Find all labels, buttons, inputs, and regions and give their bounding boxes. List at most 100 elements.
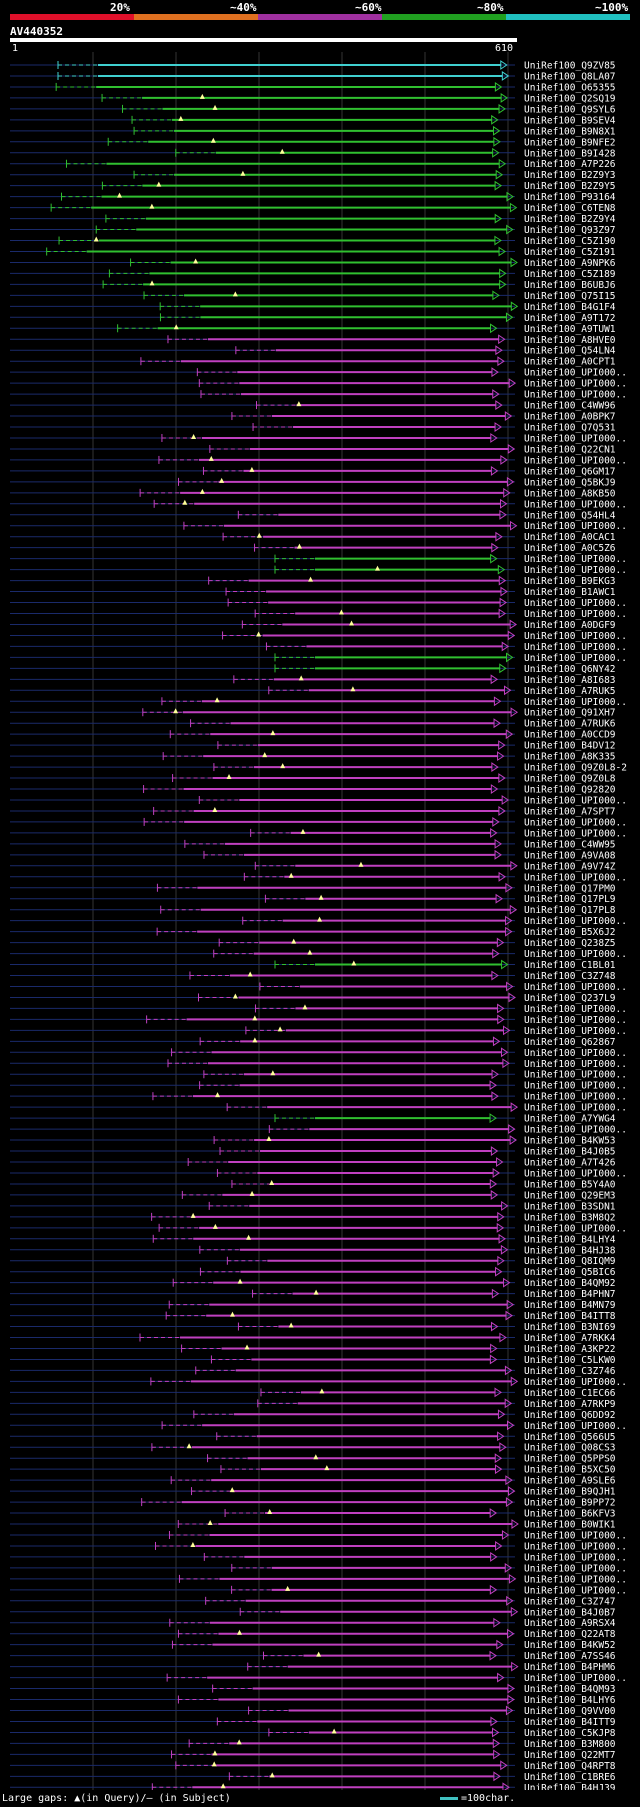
hit-label[interactable]: UniRef100_B4HJ38 — [524, 1245, 616, 1256]
hit-label[interactable]: UniRef100_A9NPK6 — [524, 258, 616, 269]
hit-label[interactable]: UniRef100_UPI000.. — [524, 631, 627, 642]
hit-label[interactable]: UniRef100_A7RUK5 — [524, 686, 616, 697]
hit-label[interactable]: UniRef100_UPI000.. — [524, 872, 627, 883]
hit-label[interactable]: UniRef100_Q9ZV85 — [524, 61, 616, 72]
hit-label[interactable]: UniRef100_UPI000.. — [524, 1103, 627, 1114]
hit-label[interactable]: UniRef100_C3Z748 — [524, 971, 616, 982]
hit-label[interactable]: UniRef100_A7SPT7 — [524, 806, 616, 817]
hit-label[interactable]: UniRef100_UPI000.. — [524, 982, 627, 993]
hit-label[interactable]: UniRef100_A9SLE6 — [524, 1476, 616, 1487]
hit-label[interactable]: UniRef100_B9QJH1 — [524, 1487, 616, 1498]
hit-label[interactable]: UniRef100_Q6NY42 — [524, 664, 616, 675]
hit-label[interactable]: UniRef100_Q4RPT8 — [524, 1761, 616, 1772]
hit-label[interactable]: UniRef100_Q92820 — [524, 785, 616, 796]
hit-label[interactable]: UniRef100_A0BPK7 — [524, 412, 616, 423]
hit-label[interactable]: UniRef100_A8I683 — [524, 675, 616, 686]
hit-label[interactable]: UniRef100_Q9SYL6 — [524, 104, 616, 115]
hit-label[interactable]: UniRef100_UPI000.. — [524, 1026, 627, 1037]
hit-label[interactable]: UniRef100_C1BL01 — [524, 960, 616, 971]
hit-label[interactable]: UniRef100_B1AWC1 — [524, 587, 616, 598]
hit-label[interactable]: UniRef100_Q5BKJ9 — [524, 477, 616, 488]
hit-label[interactable]: UniRef100_B2Z9Y3 — [524, 170, 616, 181]
hit-label[interactable]: UniRef100_Q7Q531 — [524, 423, 616, 434]
hit-label[interactable]: UniRef100_B4LHY6 — [524, 1695, 616, 1706]
hit-label[interactable]: UniRef100_B2Z9Y4 — [524, 214, 616, 225]
hit-label[interactable]: UniRef100_UPI000.. — [524, 949, 627, 960]
hit-label[interactable]: UniRef100_A0CAC1 — [524, 532, 616, 543]
hit-label[interactable]: UniRef100_Q237L9 — [524, 993, 616, 1004]
hit-label[interactable]: UniRef100_UPI000.. — [524, 1059, 627, 1070]
hit-label[interactable]: UniRef100_Q17PL8 — [524, 905, 616, 916]
hit-label[interactable]: UniRef100_A7RKK4 — [524, 1333, 616, 1344]
hit-label[interactable]: UniRef100_B5Y4A0 — [524, 1179, 616, 1190]
hit-label[interactable]: UniRef100_UPI000.. — [524, 697, 627, 708]
hit-label[interactable]: UniRef100_B4QM93 — [524, 1684, 616, 1695]
hit-label[interactable]: UniRef100_UPI000.. — [524, 609, 627, 620]
hit-label[interactable]: UniRef100_UPI000.. — [524, 1081, 627, 1092]
hit-label[interactable]: UniRef100_Q6DD92 — [524, 1410, 616, 1421]
hit-label[interactable]: UniRef100_C1BRE6 — [524, 1772, 616, 1783]
hit-label[interactable]: UniRef100_C6TEN8 — [524, 203, 616, 214]
hit-label[interactable]: UniRef100_Q93Z97 — [524, 225, 616, 236]
hit-label[interactable]: UniRef100_A7YWG4 — [524, 1114, 616, 1125]
hit-label[interactable]: UniRef100_B4KW52 — [524, 1640, 616, 1651]
hit-label[interactable]: UniRef100_A7RKP9 — [524, 1399, 616, 1410]
hit-label[interactable]: UniRef100_UPI000.. — [524, 455, 627, 466]
hit-label[interactable]: UniRef100_UPI000.. — [524, 554, 627, 565]
hit-label[interactable]: UniRef100_UPI000.. — [524, 1070, 627, 1081]
hit-label[interactable]: UniRef100_C3Z747 — [524, 1596, 616, 1607]
hit-label[interactable]: UniRef100_B4LHY4 — [524, 1234, 616, 1245]
hit-label[interactable]: UniRef100_C5LKW0 — [524, 1355, 616, 1366]
hit-label[interactable]: UniRef100_B4PHM6 — [524, 1662, 616, 1673]
hit-label[interactable]: UniRef100_C5Z190 — [524, 236, 616, 247]
hit-label[interactable]: UniRef100_Q22AT8 — [524, 1629, 616, 1640]
hit-label[interactable]: UniRef100_B9PP72 — [524, 1498, 616, 1509]
hit-label[interactable]: UniRef100_A9RSX4 — [524, 1618, 616, 1629]
hit-label[interactable]: UniRef100_B0WIK1 — [524, 1520, 616, 1531]
hit-label[interactable]: UniRef100_UPI000.. — [524, 565, 627, 576]
hit-label[interactable]: UniRef100_A7RUK6 — [524, 719, 616, 730]
hit-label[interactable]: UniRef100_UPI000.. — [524, 598, 627, 609]
hit-label[interactable]: UniRef100_UPI000.. — [524, 368, 627, 379]
hit-label[interactable]: UniRef100_UPI000.. — [524, 1125, 627, 1136]
hit-label[interactable]: UniRef100_B9NFE2 — [524, 137, 616, 148]
hit-label[interactable]: UniRef100_B3SDN1 — [524, 1201, 616, 1212]
hit-label[interactable]: UniRef100_A3KP22 — [524, 1344, 616, 1355]
hit-label[interactable]: UniRef100_C5KJP8 — [524, 1728, 616, 1739]
hit-label[interactable]: UniRef100_UPI000.. — [524, 433, 627, 444]
hit-label[interactable]: UniRef100_Q17PL9 — [524, 894, 616, 905]
hit-label[interactable]: UniRef100_UPI000.. — [524, 390, 627, 401]
hit-label[interactable]: UniRef100_UPI000.. — [524, 1552, 627, 1563]
hit-label[interactable]: UniRef100_Q2SQ19 — [524, 93, 616, 104]
hit-label[interactable]: UniRef100_A8K335 — [524, 752, 616, 763]
hit-label[interactable]: UniRef100_A0CPT1 — [524, 357, 616, 368]
hit-label[interactable]: UniRef100_Q6GM17 — [524, 466, 616, 477]
hit-label[interactable]: UniRef100_B4J0B5 — [524, 1147, 616, 1158]
hit-label[interactable]: UniRef100_A0DGF9 — [524, 620, 616, 631]
hit-label[interactable]: UniRef100_A9T172 — [524, 313, 616, 324]
hit-label[interactable]: UniRef100_Q8IQM9 — [524, 1256, 616, 1267]
hit-label[interactable]: UniRef100_UPI000.. — [524, 1541, 627, 1552]
hit-label[interactable]: UniRef100_Q75I15 — [524, 291, 616, 302]
hit-label[interactable]: UniRef100_C4WW96 — [524, 401, 616, 412]
hit-label[interactable]: UniRef100_B3M800 — [524, 1739, 616, 1750]
hit-label[interactable]: UniRef100_UPI000.. — [524, 1421, 627, 1432]
hit-label[interactable]: UniRef100_A8KB50 — [524, 488, 616, 499]
hit-label[interactable]: UniRef100_UPI000.. — [524, 1004, 627, 1015]
hit-label[interactable]: UniRef100_B3M8Q2 — [524, 1212, 616, 1223]
hit-label[interactable]: UniRef100_B5XC50 — [524, 1465, 616, 1476]
hit-label[interactable]: UniRef100_B4DV12 — [524, 741, 616, 752]
hit-label[interactable]: UniRef100_UPI000.. — [524, 1530, 627, 1541]
hit-label[interactable]: UniRef100_B5X6J2 — [524, 927, 616, 938]
hit-label[interactable]: UniRef100_UPI000.. — [524, 499, 627, 510]
hit-label[interactable]: UniRef100_Q5BIC6 — [524, 1267, 616, 1278]
hit-label[interactable]: UniRef100_Q29EM3 — [524, 1190, 616, 1201]
hit-label[interactable]: UniRef100_A9TUW1 — [524, 324, 616, 335]
hit-label[interactable]: UniRef100_A7P226 — [524, 159, 616, 170]
hit-label[interactable]: UniRef100_UPI000.. — [524, 1048, 627, 1059]
hit-label[interactable]: UniRef100_UPI000.. — [524, 817, 627, 828]
hit-label[interactable]: UniRef100_B6KFV3 — [524, 1509, 616, 1520]
hit-label[interactable]: UniRef100_B4J0B7 — [524, 1607, 616, 1618]
hit-label[interactable]: UniRef100_UPI000.. — [524, 916, 627, 927]
hit-label[interactable]: UniRef100_A8HVE0 — [524, 335, 616, 346]
